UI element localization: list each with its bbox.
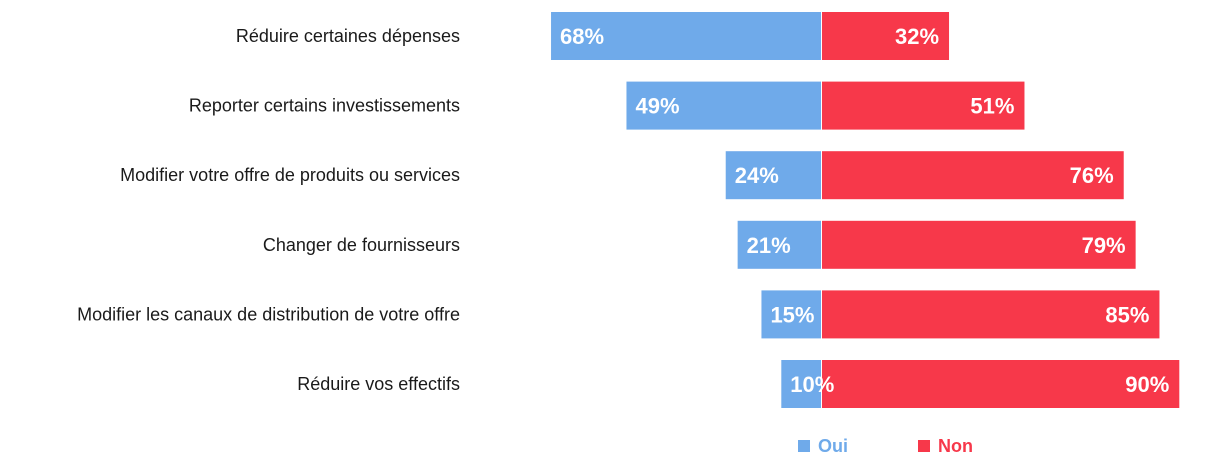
data-label-non: 76%	[1070, 163, 1114, 188]
bar-oui	[781, 360, 821, 408]
legend-label-non: Non	[938, 436, 973, 456]
data-label-non: 32%	[895, 24, 939, 49]
bar-oui	[551, 12, 821, 60]
bar-non	[822, 12, 950, 60]
bar-oui	[761, 290, 821, 339]
category-label: Changer de fournisseurs	[263, 235, 460, 255]
data-label-oui: 15%	[770, 302, 814, 327]
category-label: Réduire vos effectifs	[297, 374, 460, 394]
category-label: Réduire certaines dépenses	[236, 26, 460, 46]
legend-swatch-non	[918, 440, 930, 452]
data-label-non: 90%	[1125, 372, 1169, 397]
bar-oui	[626, 81, 821, 130]
category-label: Modifier les canaux de distribution de v…	[77, 304, 460, 324]
legend-swatch-oui	[798, 440, 810, 452]
data-label-oui: 68%	[560, 24, 604, 49]
category-label: Modifier votre offre de produits ou serv…	[120, 165, 460, 185]
category-label: Reporter certains investissements	[189, 96, 460, 116]
bar-non	[822, 81, 1025, 130]
data-label-oui: 21%	[747, 233, 791, 258]
bar-non	[822, 151, 1124, 200]
legend-label-oui: Oui	[818, 436, 848, 456]
data-label-non: 79%	[1082, 233, 1126, 258]
data-label-oui: 24%	[735, 163, 779, 188]
bar-non	[822, 220, 1136, 269]
bar-non	[822, 290, 1160, 339]
bar-oui	[725, 151, 821, 200]
bar-non	[822, 360, 1180, 408]
bar-oui	[737, 220, 821, 269]
data-label-oui: 49%	[635, 94, 679, 119]
data-label-non: 85%	[1105, 302, 1149, 327]
data-label-non: 51%	[970, 94, 1014, 119]
data-label-oui: 10%	[790, 372, 834, 397]
